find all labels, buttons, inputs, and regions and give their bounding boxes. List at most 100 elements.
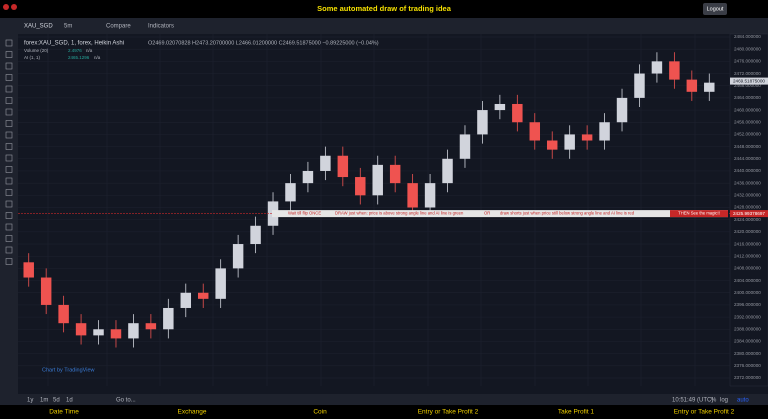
y-tick-label: 2480.000000 bbox=[734, 46, 761, 51]
clock: 10:51:49 (UTC) bbox=[672, 398, 713, 404]
log-toggle[interactable]: log bbox=[720, 398, 728, 404]
y-tick-label: 2448.000000 bbox=[734, 144, 761, 149]
tool-icon[interactable] bbox=[5, 223, 13, 231]
candle-body bbox=[23, 262, 34, 278]
range[interactable]: 1y bbox=[27, 398, 33, 404]
y-tick-label: 2388.000000 bbox=[734, 327, 761, 332]
logout-label[interactable]: Logout bbox=[707, 6, 724, 12]
tool-icon[interactable] bbox=[5, 177, 13, 185]
candle-body bbox=[669, 61, 680, 80]
candle-body bbox=[110, 329, 122, 339]
bottom-bar bbox=[18, 394, 768, 405]
candle-body bbox=[320, 155, 331, 171]
candle-body bbox=[145, 323, 157, 330]
y-tick-label: 2372.000000 bbox=[734, 375, 761, 380]
candle-body bbox=[494, 103, 506, 111]
left-toolbar bbox=[0, 34, 18, 405]
tool-icon[interactable] bbox=[5, 154, 13, 162]
tool-icon[interactable] bbox=[5, 246, 13, 254]
candle-body bbox=[442, 158, 453, 184]
toolbar bbox=[0, 18, 768, 34]
y-tick-label: 2396.000000 bbox=[734, 302, 761, 307]
logout-button[interactable] bbox=[703, 3, 727, 15]
compare[interactable]: Compare bbox=[106, 24, 131, 30]
range[interactable]: 5d bbox=[53, 398, 60, 404]
candle-body bbox=[529, 122, 541, 141]
candle-body bbox=[686, 79, 698, 92]
range[interactable]: 1m bbox=[40, 398, 48, 404]
annotation-text: DRAW just when: price is above strong an… bbox=[335, 211, 464, 216]
time-axis bbox=[18, 386, 730, 394]
symbol[interactable]: XAU_SGD bbox=[24, 24, 53, 30]
tool-icon[interactable] bbox=[5, 108, 13, 116]
candle-body bbox=[407, 183, 418, 208]
tool-icon[interactable] bbox=[5, 39, 13, 47]
tool-icon[interactable] bbox=[5, 235, 13, 242]
y-tick-label: 2464.000000 bbox=[734, 95, 761, 100]
footer-column: Entry or Take Profit 2 bbox=[418, 409, 479, 416]
indicators[interactable]: Indicators bbox=[148, 24, 174, 30]
candle-body bbox=[215, 268, 226, 299]
y-tick-label: 2440.000000 bbox=[734, 168, 761, 173]
top-bar bbox=[0, 0, 768, 18]
candle-body bbox=[599, 122, 610, 141]
y-tick-label: 2456.000000 bbox=[734, 119, 761, 124]
y-tick-label: 2380.000000 bbox=[734, 351, 761, 356]
y-tick-label: 2432.000000 bbox=[734, 193, 761, 198]
y-tick-label: 2400.000000 bbox=[734, 290, 761, 295]
annotation-text: Wait till flip ONCE bbox=[288, 211, 321, 216]
candle-body bbox=[564, 134, 575, 150]
tool-icon[interactable] bbox=[5, 74, 13, 81]
legend-volume: Volume (20) bbox=[24, 48, 49, 53]
tool-icon[interactable] bbox=[5, 258, 13, 265]
price-axis bbox=[729, 33, 768, 387]
auto-toggle[interactable]: auto bbox=[737, 398, 749, 404]
candle-body bbox=[302, 170, 314, 184]
annotation-band bbox=[272, 210, 728, 218]
y-tick-label: 2424.000000 bbox=[734, 217, 761, 222]
watermark: Chart by TradingView bbox=[42, 367, 95, 373]
y-tick-label: 2404.000000 bbox=[734, 278, 761, 283]
candle-body bbox=[704, 82, 715, 92]
candle-body bbox=[232, 244, 244, 269]
y-tick-label: 2484.000000 bbox=[734, 34, 761, 39]
candle-body bbox=[512, 103, 523, 123]
candle-body bbox=[634, 73, 645, 98]
legend-na: n/a bbox=[94, 55, 101, 60]
tool-icon[interactable] bbox=[5, 131, 13, 139]
footer bbox=[0, 405, 768, 419]
tool-icon[interactable] bbox=[5, 166, 13, 173]
candle-body bbox=[250, 225, 261, 245]
last-price-box bbox=[730, 77, 768, 85]
y-tick-label: 2452.000000 bbox=[734, 132, 761, 137]
candle-body bbox=[40, 277, 52, 305]
tool-icon[interactable] bbox=[5, 120, 13, 127]
tool-icon[interactable] bbox=[5, 51, 13, 58]
tool-icon[interactable] bbox=[5, 97, 13, 104]
footer-column: Entry or Take Profit 2 bbox=[674, 409, 735, 416]
interval[interactable]: 5m bbox=[64, 24, 72, 30]
percent-toggle[interactable]: % bbox=[711, 398, 717, 404]
candle-body bbox=[459, 134, 471, 159]
y-tick-label: 2412.000000 bbox=[734, 253, 761, 258]
last-price-label: 2469.51875000 bbox=[733, 78, 765, 83]
y-tick-label: 2460.000000 bbox=[734, 107, 761, 112]
tool-icon[interactable] bbox=[5, 85, 13, 93]
tool-icon[interactable] bbox=[5, 212, 13, 219]
tool-icon[interactable] bbox=[5, 189, 13, 196]
candle-body bbox=[546, 140, 558, 150]
tool-icon[interactable] bbox=[5, 143, 13, 150]
candle-body bbox=[197, 292, 209, 299]
y-tick-label: 2376.000000 bbox=[734, 363, 761, 368]
magic-text: THEN See the magic!! bbox=[678, 211, 720, 216]
y-tick-label: 2428.000000 bbox=[734, 205, 761, 210]
y-tick-label: 2420.000000 bbox=[734, 229, 761, 234]
annotation-price: 2425.99378697 bbox=[733, 211, 765, 216]
range[interactable]: 1d bbox=[66, 398, 73, 404]
tool-icon[interactable] bbox=[5, 200, 13, 208]
goto[interactable]: Go to... bbox=[116, 398, 136, 404]
candle-body bbox=[477, 110, 488, 135]
tool-icon[interactable] bbox=[5, 62, 13, 70]
